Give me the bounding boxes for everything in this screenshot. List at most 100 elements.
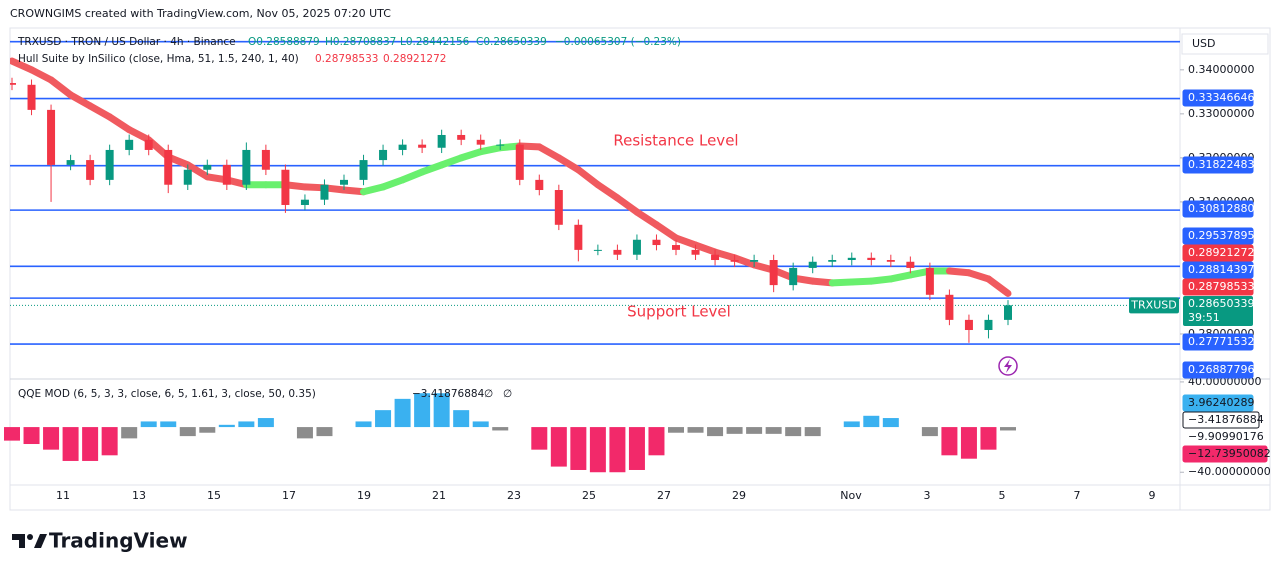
price-tag (1182, 394, 1254, 412)
qqe-bar (433, 393, 450, 428)
candle-body (222, 164, 231, 185)
hull-segment (10, 57, 36, 74)
qqe-bar (316, 427, 333, 437)
price-tag (1183, 296, 1253, 326)
candle-body (418, 144, 427, 148)
candle-body (769, 260, 778, 286)
symbol-title: TRXUSD · TRON / US Dollar · 4h · Binance (17, 36, 236, 48)
price-tag-label: −9.90990176 (1188, 430, 1264, 443)
indicator-name: QQE MOD (6, 5, 3, 3, close, 6, 5, 1.61, … (18, 388, 316, 400)
price-tag-label: 3.96240289 (1188, 396, 1254, 409)
qqe-bar (1000, 427, 1016, 431)
qqe-bar (160, 421, 177, 428)
x-tick-label: 11 (56, 489, 70, 502)
candle-body (437, 134, 446, 148)
qqe-bar (785, 427, 802, 437)
hull-segment (125, 126, 153, 144)
hull-segment (594, 181, 621, 202)
x-tick-label: 21 (432, 489, 446, 502)
ohlc-value: C0.28650339 (476, 36, 547, 48)
qqe-bar (394, 398, 411, 428)
price-tag-label: 0.28921272 (1188, 246, 1254, 259)
indicator-value: 0.28798533 (315, 53, 378, 65)
price-tag-label: 0.29537895 (1188, 229, 1254, 242)
qqe-bar (453, 410, 470, 428)
candle-body (593, 249, 602, 251)
qqe-bar (804, 427, 821, 437)
hull-segment (184, 161, 211, 181)
qqe-bar (960, 427, 977, 459)
candle-body (652, 239, 661, 246)
price-tag (1182, 361, 1254, 379)
countdown: 39:51 (1188, 311, 1220, 324)
candle-body (379, 149, 388, 161)
qqe-bar (707, 427, 724, 437)
candle-body (808, 261, 817, 268)
candle-body (10, 83, 16, 85)
qqe-bar (648, 427, 665, 456)
hull-segment (574, 166, 602, 189)
candle-body (105, 149, 114, 180)
price-tag (1182, 227, 1254, 245)
qqe-bar (43, 427, 60, 450)
hull-segment (613, 194, 641, 216)
candle-body (398, 144, 407, 150)
qqe-bar (375, 410, 392, 428)
price-tag-label: 0.28798533 (1188, 280, 1254, 293)
qqe-bar (726, 427, 743, 434)
x-tick-label: Nov (840, 489, 862, 502)
y-tick-label: 0.33000000 (1188, 107, 1254, 120)
qqe-bar (550, 427, 567, 467)
price-tag-label: 0.28650339 (1188, 297, 1254, 310)
x-tick-label: 29 (732, 489, 746, 502)
qqe-bar (121, 427, 138, 439)
ohlc-value: −0.00065307 (−0.23%) (555, 36, 681, 48)
x-tick-label: 19 (357, 489, 371, 502)
candle-body (574, 224, 583, 250)
price-tag (1182, 200, 1254, 218)
candle-body (125, 139, 134, 150)
ohlc-value: O0.28588879 (248, 36, 320, 48)
qqe-bar (257, 418, 274, 428)
qqe-bar (863, 415, 880, 428)
candle-body (984, 319, 993, 331)
qqe-bar (199, 427, 216, 433)
candle-body (1004, 305, 1012, 320)
hull-segment (47, 76, 75, 99)
qqe-bar (355, 421, 372, 428)
hull-segment (652, 221, 680, 242)
axes: 0.340000000.330000000.320000000.31000000… (56, 63, 1271, 502)
hull-segment (399, 168, 426, 184)
qqe-bar (23, 427, 40, 445)
hull-segment (633, 208, 660, 229)
candle-body (632, 239, 641, 255)
qqe-bar (980, 427, 997, 450)
qqe-bar (101, 427, 118, 456)
qqe-bar (4, 427, 20, 441)
candle-body (340, 179, 348, 185)
ohlc-value: H0.28708837 (325, 36, 396, 48)
price-tag-label: 0.26887796 (1188, 363, 1254, 376)
candle-body (730, 260, 739, 262)
candle-body (964, 319, 973, 331)
currency-box[interactable] (1181, 33, 1269, 55)
candle-body (47, 109, 56, 165)
y-tick-label: −40.00000000 (1188, 465, 1271, 478)
candle-body (535, 179, 544, 191)
candle-body (789, 267, 798, 286)
hull-segment (535, 143, 563, 162)
candle-body (476, 139, 485, 145)
price-tag (1182, 89, 1254, 107)
symbol-tag (1129, 297, 1179, 314)
qqe-bar (589, 427, 606, 473)
candle-body (750, 260, 759, 262)
candle-body (242, 149, 251, 185)
event-icon-glyph (1004, 359, 1012, 373)
price-tag-label: −12.73950082 (1188, 447, 1271, 460)
qqe-bar (140, 421, 157, 428)
candle-body (691, 249, 700, 255)
price-pane (10, 40, 1180, 345)
y-tick-label: 0.34000000 (1188, 63, 1254, 76)
qqe-bar (531, 427, 548, 450)
candle-body (613, 249, 622, 255)
